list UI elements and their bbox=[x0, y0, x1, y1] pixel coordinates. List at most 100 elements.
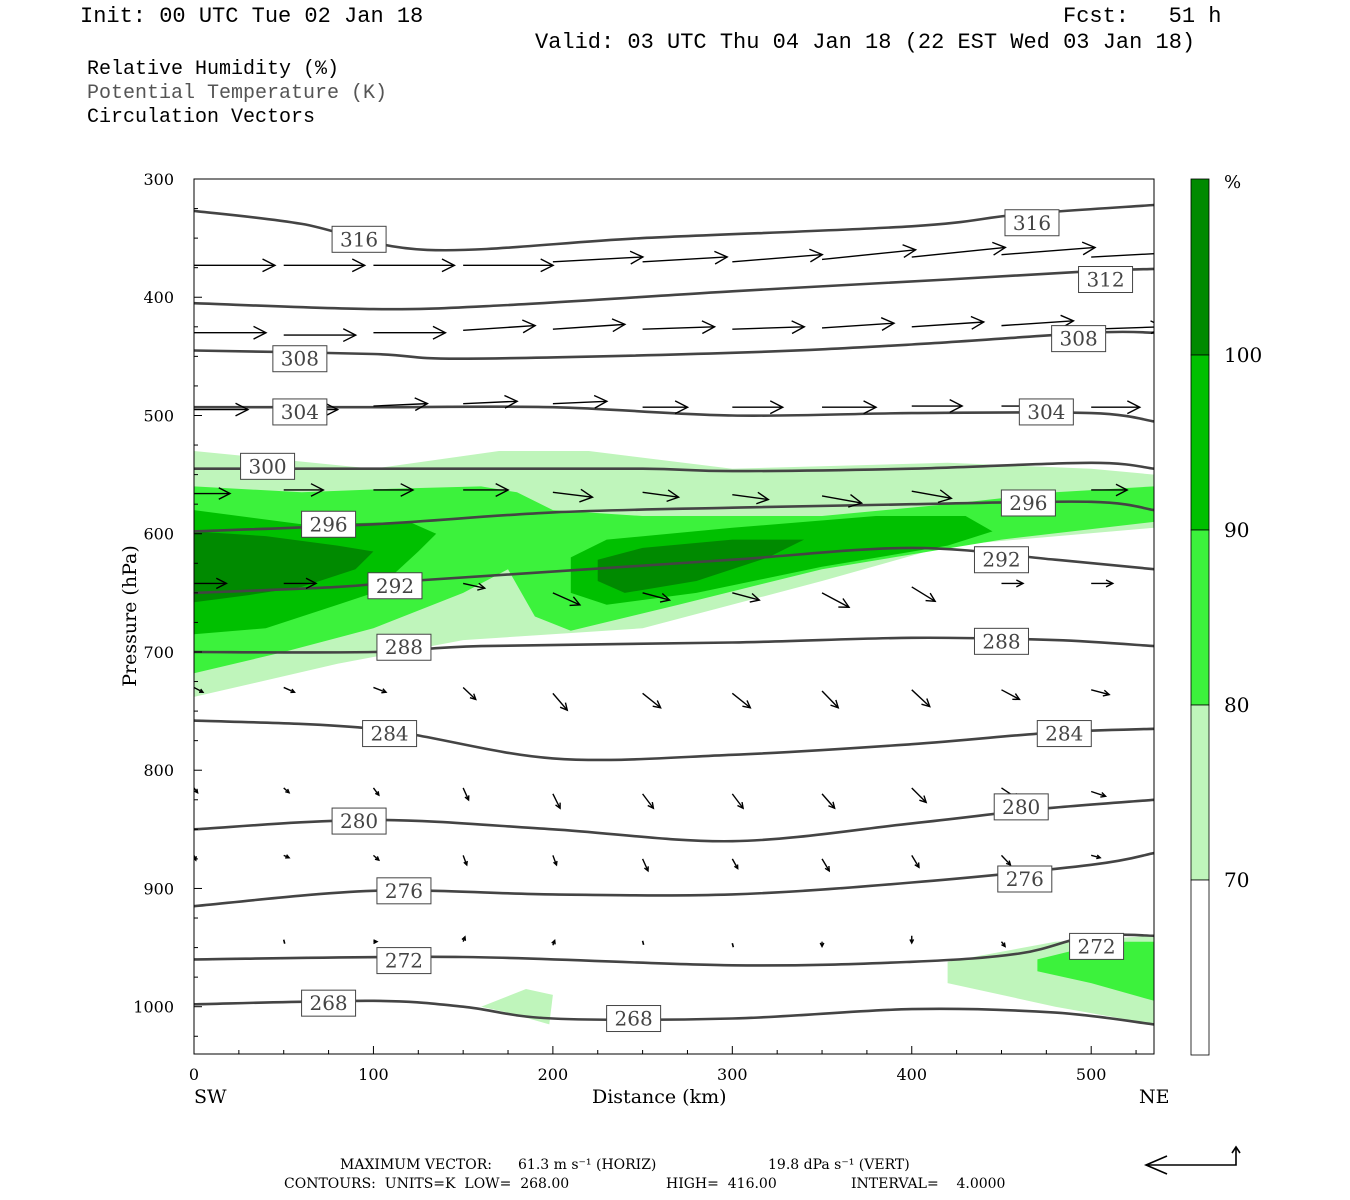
circulation-vector bbox=[909, 935, 915, 945]
circulation-vector bbox=[283, 854, 291, 859]
max-vector-horiz: 61.3 m s⁻¹ (HORIZ) bbox=[518, 1157, 657, 1173]
circulation-vector bbox=[462, 787, 470, 802]
contour-label-284: 284 bbox=[1045, 722, 1083, 746]
valid-time: Valid: 03 UTC Thu 04 Jan 18 (22 EST Wed … bbox=[535, 30, 1196, 55]
rh-region-rh_100 bbox=[194, 531, 374, 603]
circulation-vector bbox=[731, 943, 735, 948]
circulation-vector bbox=[552, 592, 582, 607]
x-tick-label-400: 400 bbox=[896, 1065, 927, 1084]
circulation-vector bbox=[911, 787, 928, 804]
circulation-vector bbox=[642, 250, 729, 265]
circulation-vector bbox=[642, 320, 717, 335]
circulation-vector bbox=[283, 577, 318, 590]
circulation-vector bbox=[194, 258, 277, 273]
rh-region-rh_80_90 bbox=[1037, 941, 1154, 1001]
circulation-vector bbox=[283, 787, 291, 794]
circulation-vector bbox=[1090, 790, 1108, 798]
circulation-vector bbox=[462, 686, 477, 701]
circulation-vector bbox=[911, 854, 920, 869]
contour-label-280: 280 bbox=[1002, 795, 1040, 819]
circulation-vector bbox=[1091, 579, 1115, 588]
contour-label-box bbox=[993, 793, 1049, 821]
contour-label-box bbox=[1069, 932, 1125, 960]
circulation-vector bbox=[283, 686, 296, 694]
contour-label-300: 300 bbox=[248, 454, 286, 478]
colorbar-band-70 bbox=[1190, 704, 1210, 881]
circulation-vector bbox=[463, 394, 519, 409]
circulation-vector bbox=[1091, 400, 1142, 415]
circulation-vector bbox=[194, 855, 197, 862]
contour-label-276: 276 bbox=[1006, 867, 1044, 891]
circulation-vector bbox=[373, 258, 456, 273]
circulation-vector bbox=[731, 858, 739, 870]
contour-label-308: 308 bbox=[1060, 327, 1098, 351]
x-tick-label-500: 500 bbox=[1076, 1065, 1107, 1084]
circulation-vector bbox=[1091, 483, 1129, 497]
contour-label-box bbox=[997, 865, 1053, 893]
y-tick-label-600: 600 bbox=[143, 525, 174, 544]
theta-contour-296 bbox=[194, 500, 1154, 533]
contour-label-304: 304 bbox=[281, 400, 319, 424]
circulation-vector bbox=[642, 400, 690, 415]
contour-label-316: 316 bbox=[1013, 211, 1051, 235]
circulation-vector bbox=[194, 577, 228, 590]
contour-label-box bbox=[272, 345, 328, 373]
circulation-vector bbox=[732, 400, 785, 415]
circulation-vector bbox=[463, 483, 510, 497]
y-tick-label-800: 800 bbox=[143, 761, 174, 780]
contour-label-box bbox=[1036, 720, 1092, 748]
circulation-vector bbox=[552, 692, 569, 712]
circulation-vector bbox=[821, 244, 918, 261]
plot-frame bbox=[193, 178, 1155, 1055]
circulation-vector bbox=[373, 325, 447, 340]
circulation-vector bbox=[551, 938, 556, 946]
contour-label-box bbox=[240, 452, 296, 480]
legend-rh: Relative Humidity (%) bbox=[87, 58, 340, 81]
circulation-vector bbox=[463, 582, 487, 591]
circulation-vector bbox=[911, 689, 931, 708]
colorbar-band-100 bbox=[1190, 178, 1210, 356]
contour-label-268: 268 bbox=[615, 1007, 653, 1031]
contour-label-304: 304 bbox=[1027, 400, 1065, 424]
contour-label-272: 272 bbox=[1077, 934, 1115, 958]
theta-contour-304 bbox=[194, 405, 1154, 423]
circulation-vector bbox=[552, 793, 561, 810]
colorbar-label-70: 70 bbox=[1224, 868, 1249, 892]
x-axis-right-label: NE bbox=[1139, 1086, 1170, 1108]
contour-label-box bbox=[376, 947, 432, 975]
circulation-vector bbox=[552, 250, 645, 265]
circulation-vector bbox=[911, 586, 937, 603]
circulation-vector bbox=[1000, 854, 1012, 867]
y-tick-label-300: 300 bbox=[143, 170, 174, 189]
circulation-vector bbox=[194, 402, 250, 417]
x-axis-left-label: SW bbox=[194, 1086, 227, 1108]
contours-interval: INTERVAL= 4.0000 bbox=[851, 1176, 1006, 1192]
theta-contour-284 bbox=[194, 719, 1154, 762]
contour-label-280: 280 bbox=[340, 809, 378, 833]
circulation-vector bbox=[732, 491, 770, 505]
contour-label-272: 272 bbox=[385, 949, 423, 973]
circulation-vector bbox=[821, 494, 864, 508]
reference-vector bbox=[1143, 1145, 1241, 1175]
circulation-vector bbox=[194, 686, 205, 693]
circulation-vector bbox=[194, 325, 268, 340]
colorbar-label-80: 80 bbox=[1224, 693, 1249, 717]
circulation-vector bbox=[372, 854, 380, 862]
circulation-vector bbox=[1091, 854, 1102, 860]
circulation-vector bbox=[194, 787, 199, 794]
circulation-vector bbox=[732, 320, 806, 335]
circulation-vector bbox=[194, 487, 232, 500]
circulation-vector bbox=[1091, 689, 1111, 697]
theta-contour-288 bbox=[194, 636, 1154, 654]
theta-contour-276 bbox=[194, 851, 1154, 908]
contour-label-box bbox=[376, 877, 432, 905]
circulation-vector bbox=[732, 248, 824, 263]
contour-label-296: 296 bbox=[1009, 491, 1047, 515]
circulation-vector bbox=[819, 941, 825, 949]
circulation-vector bbox=[1001, 241, 1097, 256]
circulation-vector bbox=[1001, 579, 1025, 588]
contour-label-308: 308 bbox=[281, 347, 319, 371]
circulation-vector bbox=[283, 328, 358, 343]
circulation-vector bbox=[731, 793, 745, 810]
